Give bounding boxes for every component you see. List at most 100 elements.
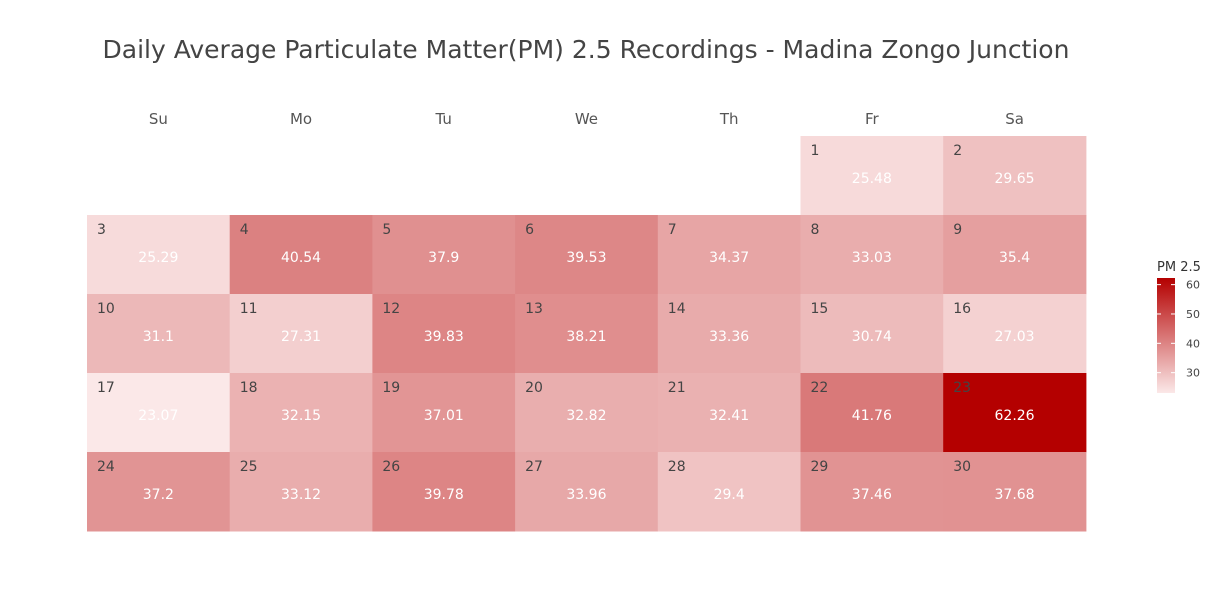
cell-value-label: 30.74: [852, 329, 892, 345]
legend-ticks: 30 40 50 60: [1157, 279, 1200, 380]
day-number-label: 14: [668, 301, 686, 317]
heatmap-cell: [943, 452, 1087, 532]
chart-title: Daily Average Particulate Matter(PM) 2.5…: [103, 35, 1070, 64]
heatmap-cell: [657, 294, 801, 374]
legend-tick-label: 40: [1186, 337, 1200, 350]
cell-value-label: 32.82: [566, 408, 606, 424]
heatmap-cell: [800, 294, 944, 374]
cell-value-label: 39.53: [566, 250, 606, 266]
heatmap-cell: [657, 215, 801, 295]
weekday-label: Sa: [1005, 110, 1024, 128]
cell-value-label: 34.37: [709, 250, 749, 266]
weekday-label: Th: [719, 110, 739, 128]
heatmap-cell: [800, 136, 944, 216]
heatmap-cell: [943, 215, 1087, 295]
heatmap-cell: [87, 452, 231, 532]
day-number-label: 12: [382, 301, 400, 317]
heatmap-cell: [515, 215, 659, 295]
cell-value-label: 27.03: [995, 329, 1035, 345]
day-number-label: 10: [97, 301, 115, 317]
heatmap-cell: [87, 373, 231, 453]
heatmap-cell: [372, 294, 516, 374]
cell-value-label: 29.4: [714, 487, 745, 503]
cell-value-label: 25.48: [852, 171, 892, 187]
day-number-label: 7: [668, 222, 677, 238]
cell-value-label: 32.15: [281, 408, 321, 424]
heatmap-cell: [657, 452, 801, 532]
cell-value-label: 37.46: [852, 487, 892, 503]
day-number-label: 23: [953, 380, 971, 396]
cell-value-label: 41.76: [852, 408, 892, 424]
day-number-label: 26: [382, 459, 400, 475]
cell-value-label: 31.1: [143, 329, 174, 345]
cell-value-label: 32.41: [709, 408, 749, 424]
day-number-label: 19: [382, 380, 400, 396]
cell-value-label: 35.4: [999, 250, 1030, 266]
calendar-cells: 1 25.48 2 29.65 3 25.29 4 40.54 5 37.9 6 39.53 7 34.3…: [87, 136, 1087, 532]
cell-value-label: 33.12: [281, 487, 321, 503]
day-number-label: 18: [240, 380, 258, 396]
day-number-label: 25: [240, 459, 258, 475]
weekday-label: Mo: [290, 110, 312, 128]
day-number-label: 17: [97, 380, 115, 396]
cell-value-label: 39.83: [424, 329, 464, 345]
heatmap-cell: [943, 136, 1087, 216]
cell-value-label: 37.9: [428, 250, 459, 266]
heatmap-cell: [87, 294, 231, 374]
weekday-header: Su Mo Tu We Th Fr Sa: [149, 110, 1024, 128]
day-number-label: 8: [811, 222, 820, 238]
heatmap-cell: [800, 215, 944, 295]
weekday-label: Tu: [435, 110, 452, 128]
legend-colorbar: [1157, 278, 1175, 393]
weekday-label: Su: [149, 110, 168, 128]
weekday-label: Fr: [865, 110, 880, 128]
heatmap-cell: [515, 452, 659, 532]
day-number-label: 11: [240, 301, 258, 317]
day-number-label: 27: [525, 459, 543, 475]
day-number-label: 15: [811, 301, 829, 317]
heatmap-cell: [372, 452, 516, 532]
cell-value-label: 37.68: [995, 487, 1035, 503]
cell-value-label: 40.54: [281, 250, 321, 266]
weekday-label: We: [575, 110, 598, 128]
cell-value-label: 23.07: [138, 408, 178, 424]
heatmap-cell: [87, 215, 231, 295]
heatmap-cell: [229, 452, 373, 532]
heatmap-cell: [800, 452, 944, 532]
day-number-label: 29: [811, 459, 829, 475]
cell-value-label: 29.65: [995, 171, 1035, 187]
legend-tick-label: 30: [1186, 367, 1200, 380]
day-number-label: 4: [240, 222, 249, 238]
legend-tick-label: 50: [1186, 308, 1200, 321]
heatmap-cell: [372, 373, 516, 453]
day-number-label: 22: [811, 380, 829, 396]
heatmap-cell: [229, 215, 373, 295]
day-number-label: 28: [668, 459, 686, 475]
cell-value-label: 39.78: [424, 487, 464, 503]
legend-title: PM 2.5: [1157, 260, 1201, 275]
heatmap-cell: [657, 373, 801, 453]
cell-value-label: 62.26: [995, 408, 1035, 424]
day-number-label: 24: [97, 459, 115, 475]
cell-value-label: 33.36: [709, 329, 749, 345]
day-number-label: 2: [953, 143, 962, 159]
heatmap-cell: [372, 215, 516, 295]
heatmap-cell: [943, 373, 1087, 453]
day-number-label: 21: [668, 380, 686, 396]
cell-value-label: 25.29: [138, 250, 178, 266]
heatmap-cell: [515, 294, 659, 374]
cell-value-label: 38.21: [566, 329, 606, 345]
cell-value-label: 37.2: [143, 487, 174, 503]
day-number-label: 6: [525, 222, 534, 238]
cell-value-label: 33.96: [566, 487, 606, 503]
heatmap-cell: [229, 294, 373, 374]
legend: PM 2.5 30 40 50 60: [1157, 260, 1201, 393]
heatmap-cell: [943, 294, 1087, 374]
day-number-label: 20: [525, 380, 543, 396]
day-number-label: 16: [953, 301, 971, 317]
heatmap-cell: [229, 373, 373, 453]
cell-value-label: 37.01: [424, 408, 464, 424]
cell-value-label: 33.03: [852, 250, 892, 266]
heatmap-cell: [515, 373, 659, 453]
